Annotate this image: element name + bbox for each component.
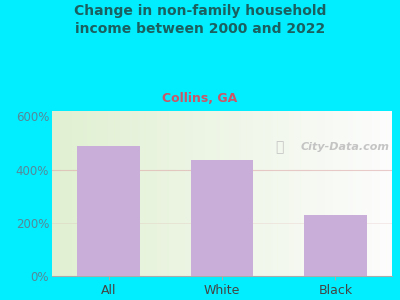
Bar [191, 160, 253, 276]
Bar [78, 146, 140, 276]
Text: Change in non-family household
income between 2000 and 2022: Change in non-family household income be… [74, 4, 326, 36]
Bar [304, 215, 366, 276]
Text: City-Data.com: City-Data.com [300, 142, 389, 152]
Text: ⓘ: ⓘ [276, 140, 284, 154]
Text: Collins, GA: Collins, GA [162, 92, 238, 104]
